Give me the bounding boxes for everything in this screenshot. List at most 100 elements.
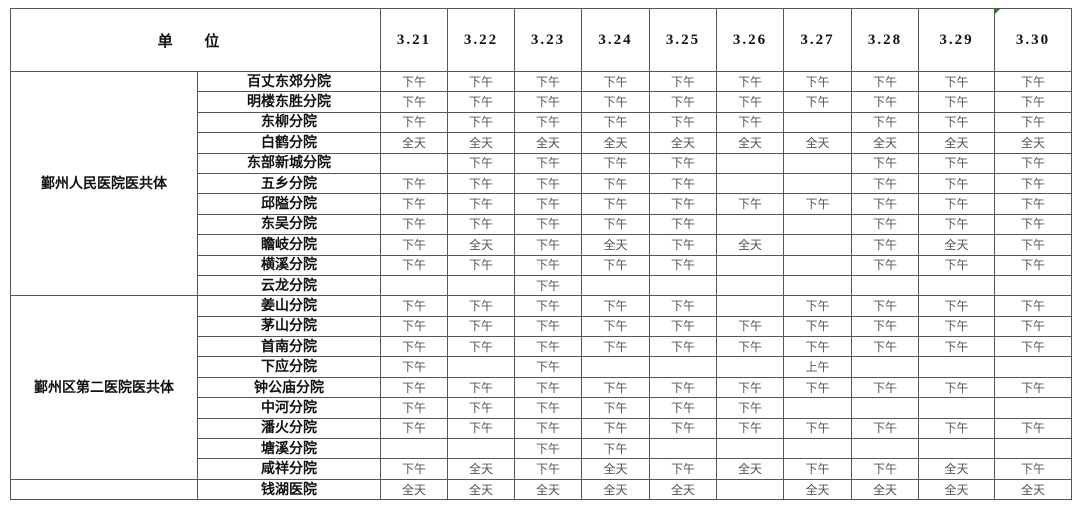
schedule-cell: [716, 478, 784, 501]
schedule-cell: 下午: [649, 91, 717, 113]
schedule-cell: 下午: [994, 234, 1072, 256]
schedule-cell: [783, 438, 852, 460]
schedule-cell: 下午: [649, 336, 717, 358]
schedule-cell: 下午: [447, 336, 515, 358]
schedule-cell: 下午: [447, 152, 515, 174]
schedule-cell: 下午: [918, 254, 995, 276]
date-label: 3.25: [665, 31, 701, 48]
schedule-cell: 全天: [994, 132, 1072, 154]
schedule-cell: 下午: [994, 213, 1072, 236]
schedule-cell: [994, 274, 1072, 297]
schedule-cell: 全天: [918, 132, 995, 154]
schedule-cell: [380, 438, 448, 460]
schedule-cell: 下午: [994, 417, 1072, 440]
date-label: 3.27: [800, 31, 835, 48]
schedule-cell: 下午: [581, 417, 650, 440]
schedule-cell: 全天: [380, 478, 448, 501]
schedule-cell: 下午: [851, 152, 919, 174]
schedule-cell: 下午: [447, 254, 515, 276]
schedule-cell: 下午: [716, 336, 784, 358]
schedule-cell: [380, 152, 448, 174]
table-row: 邱隘分院 下午 下午 下午 下午 下午 下午 下午 下午 下午 下午: [11, 193, 1072, 215]
schedule-cell: 全天: [716, 132, 784, 154]
date-label: 3.26: [732, 31, 768, 48]
branch-name-cell: 潘火分院: [197, 417, 381, 440]
schedule-cell: 下午: [514, 213, 582, 236]
schedule-cell: 下午: [851, 91, 919, 113]
branch-name-cell: 姜山分院: [197, 295, 381, 317]
schedule-cell: 下午: [380, 254, 448, 276]
schedule-cell: [649, 438, 717, 460]
schedule-cell: 下午: [716, 376, 784, 399]
schedule-cell: 下午: [581, 213, 650, 236]
schedule-cell: 下午: [851, 70, 919, 93]
schedule-cell: 下午: [994, 91, 1072, 113]
schedule-cell: 全天: [783, 478, 852, 501]
schedule-cell: 全天: [716, 458, 784, 480]
schedule-cell: 全天: [918, 478, 995, 501]
schedule-cell: 下午: [581, 111, 650, 134]
schedule-cell: 下午: [649, 111, 717, 134]
schedule-cell: 下午: [994, 111, 1072, 134]
schedule-cell: [783, 152, 852, 174]
schedule-cell: 下午: [918, 152, 995, 174]
date-header: 3.30: [994, 8, 1072, 72]
schedule-cell: 下午: [581, 315, 650, 338]
schedule-cell: 下午: [649, 172, 717, 195]
branch-name-cell: 东吴分院: [197, 213, 381, 236]
schedule-cell: 下午: [514, 417, 582, 440]
schedule-cell: 全天: [447, 234, 515, 256]
schedule-cell: [851, 397, 919, 419]
branch-name-cell: 咸祥分院: [197, 458, 381, 480]
branch-name-cell: 明楼东胜分院: [197, 91, 381, 113]
date-header: 3.22: [447, 8, 515, 72]
schedule-cell: 下午: [918, 376, 995, 399]
schedule-cell: [994, 397, 1072, 419]
schedule-cell: 全天: [514, 132, 582, 154]
schedule-cell: 下午: [649, 234, 717, 256]
date-header: 3.24: [581, 8, 650, 72]
date-header: 3.25: [649, 8, 717, 72]
date-label: 3.29: [939, 31, 974, 48]
schedule-cell: 下午: [581, 172, 650, 195]
schedule-cell: [783, 172, 852, 195]
schedule-cell: 下午: [380, 417, 448, 440]
schedule-cell: 下午: [649, 315, 717, 338]
schedule-cell: [918, 397, 995, 419]
schedule-cell: 下午: [783, 376, 852, 399]
unit-header: 单 位: [10, 8, 381, 72]
schedule-cell: [783, 254, 852, 276]
table-row: 明楼东胜分院 下午 下午 下午 下午 下午 下午 下午 下午 下午 下午: [11, 91, 1072, 113]
schedule-cell: [716, 356, 784, 378]
schedule-cell: 下午: [716, 417, 784, 440]
schedule-cell: [716, 274, 784, 297]
date-header: 3.27: [783, 8, 852, 72]
schedule-cell: 全天: [783, 132, 852, 154]
schedule-cell: [783, 213, 852, 236]
table-row: 东柳分院 下午 下午 下午 下午 下午 下午 下午 下午 下午: [11, 111, 1072, 134]
schedule-cell: 下午: [514, 254, 582, 276]
branch-name-cell: 中河分院: [197, 397, 381, 419]
schedule-table: 单 位 3.21 3.22 3.23 3.24 3.25 3.26 3.27 3.28 3.29…: [10, 8, 1072, 501]
schedule-cell: 下午: [514, 111, 582, 134]
schedule-cell: 下午: [649, 213, 717, 236]
schedule-cell: [851, 356, 919, 378]
schedule-cell: [447, 274, 515, 297]
schedule-cell: 下午: [447, 417, 515, 440]
schedule-cell: 下午: [649, 458, 717, 480]
schedule-cell: 下午: [994, 295, 1072, 317]
schedule-cell: 下午: [380, 111, 448, 134]
schedule-cell: 全天: [851, 478, 919, 501]
schedule-cell: 全天: [581, 458, 650, 480]
schedule-cell: [447, 438, 515, 460]
schedule-cell: 下午: [783, 70, 852, 93]
schedule-cell: [716, 438, 784, 460]
schedule-cell: 下午: [380, 315, 448, 338]
schedule-cell: 下午: [783, 91, 852, 113]
schedule-cell: 下午: [447, 193, 515, 215]
schedule-cell: 下午: [716, 70, 784, 93]
schedule-cell: 下午: [716, 397, 784, 419]
branch-name-cell: 首南分院: [197, 336, 381, 358]
schedule-cell: [918, 438, 995, 460]
schedule-cell: 下午: [716, 111, 784, 134]
